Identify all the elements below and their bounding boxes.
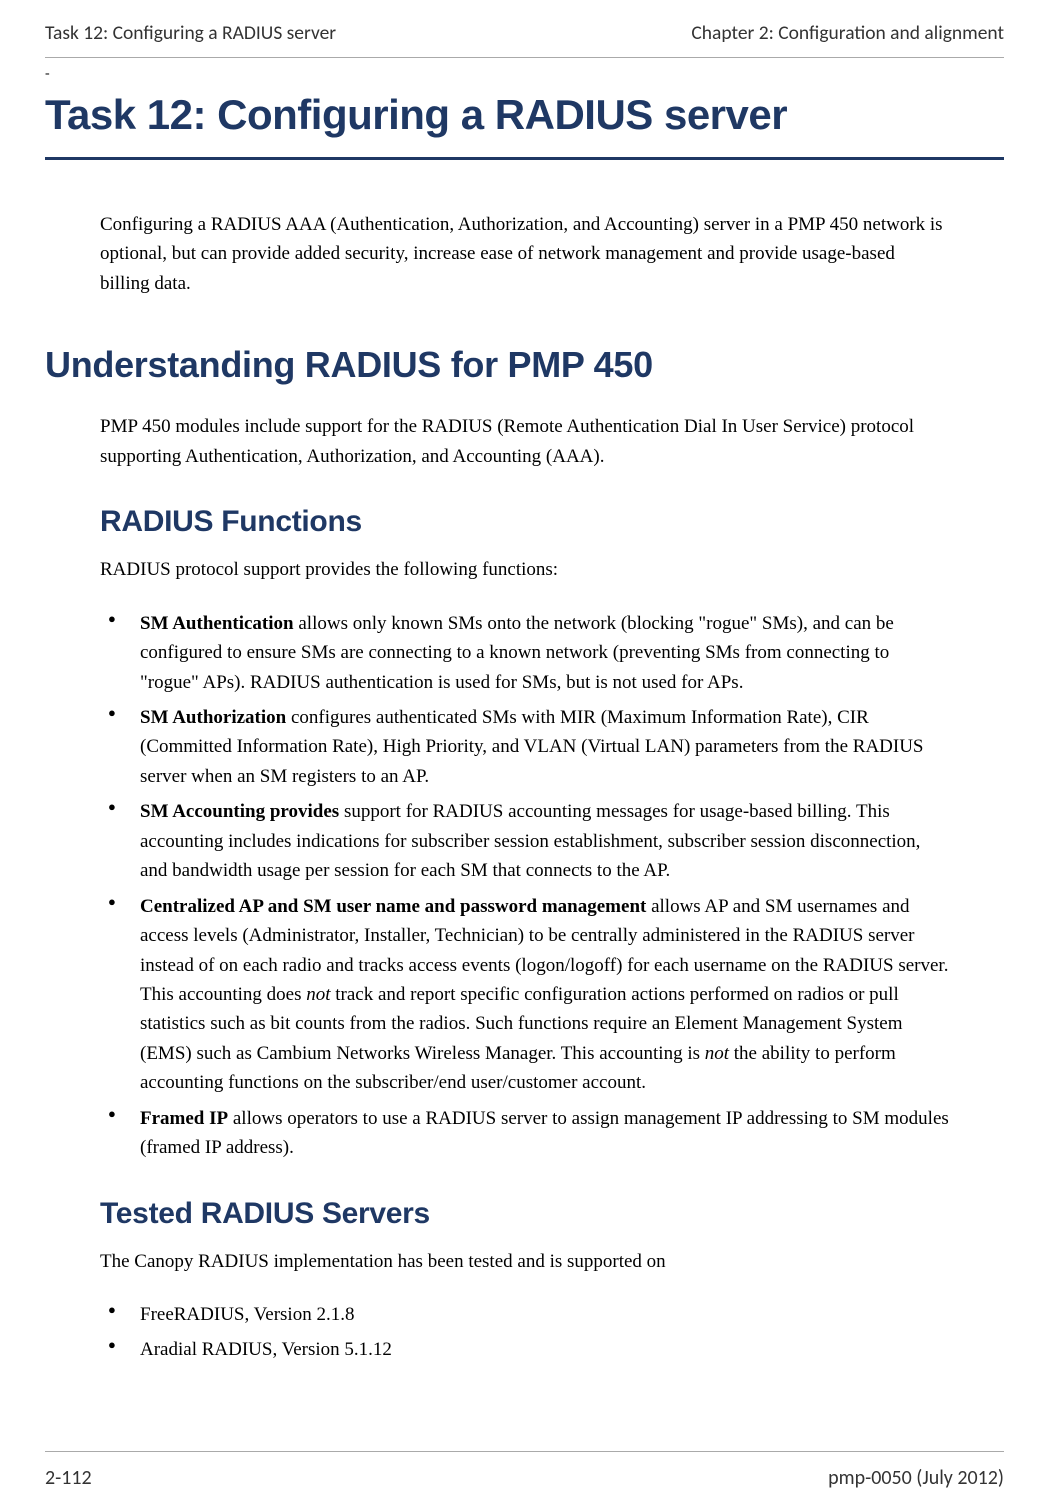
header-left: Task 12: Configuring a RADIUS server: [45, 20, 336, 47]
footer-divider: [45, 1451, 1004, 1452]
list-item: Framed IP allows operators to use a RADI…: [100, 1104, 949, 1163]
item-bold: SM Accounting provides: [140, 801, 339, 822]
list-item: Aradial RADIUS, Version 5.1.12: [100, 1335, 949, 1364]
main-title: Task 12: Configuring a RADIUS server: [0, 86, 1049, 145]
item-text: Aradial RADIUS, Version 5.1.12: [140, 1339, 392, 1360]
understanding-paragraph: PMP 450 modules include support for the …: [100, 412, 949, 471]
dash-mark: -: [0, 64, 1049, 84]
item-text: FreeRADIUS, Version 2.1.8: [140, 1304, 354, 1325]
item-bold: SM Authorization: [140, 707, 286, 728]
item-italic: not: [705, 1043, 729, 1064]
footer-left: 2-112: [45, 1464, 92, 1492]
item-bold: Centralized AP and SM user name and pass…: [140, 896, 646, 917]
tested-heading: Tested RADIUS Servers: [100, 1193, 949, 1235]
list-item: SM Authentication allows only known SMs …: [100, 609, 949, 697]
item-italic: not: [306, 984, 330, 1005]
footer-right: pmp-0050 (July 2012): [828, 1464, 1004, 1492]
understanding-heading: Understanding RADIUS for PMP 450: [45, 340, 949, 390]
list-item: SM Accounting provides support for RADIU…: [100, 797, 949, 885]
page-footer: 2-112 pmp-0050 (July 2012): [0, 1451, 1049, 1492]
item-text: allows operators to use a RADIUS server …: [140, 1108, 949, 1158]
tested-list: FreeRADIUS, Version 2.1.8 Aradial RADIUS…: [100, 1300, 949, 1365]
list-item: FreeRADIUS, Version 2.1.8: [100, 1300, 949, 1329]
page-header: Task 12: Configuring a RADIUS server Cha…: [0, 0, 1049, 57]
header-right: Chapter 2: Configuration and alignment: [691, 20, 1004, 47]
list-item: SM Authorization configures authenticate…: [100, 703, 949, 791]
item-bold: SM Authentication: [140, 613, 294, 634]
footer-row: 2-112 pmp-0050 (July 2012): [45, 1464, 1004, 1492]
functions-heading: RADIUS Functions: [100, 501, 949, 543]
header-divider: [45, 57, 1004, 58]
content-area: Configuring a RADIUS AAA (Authentication…: [0, 210, 1049, 1365]
list-item: Centralized AP and SM user name and pass…: [100, 892, 949, 1098]
functions-intro: RADIUS protocol support provides the fol…: [100, 555, 949, 584]
functions-list: SM Authentication allows only known SMs …: [100, 609, 949, 1163]
title-underline: [45, 157, 1004, 160]
item-bold: Framed IP: [140, 1108, 228, 1129]
intro-paragraph: Configuring a RADIUS AAA (Authentication…: [100, 210, 949, 298]
tested-intro: The Canopy RADIUS implementation has bee…: [100, 1247, 949, 1276]
